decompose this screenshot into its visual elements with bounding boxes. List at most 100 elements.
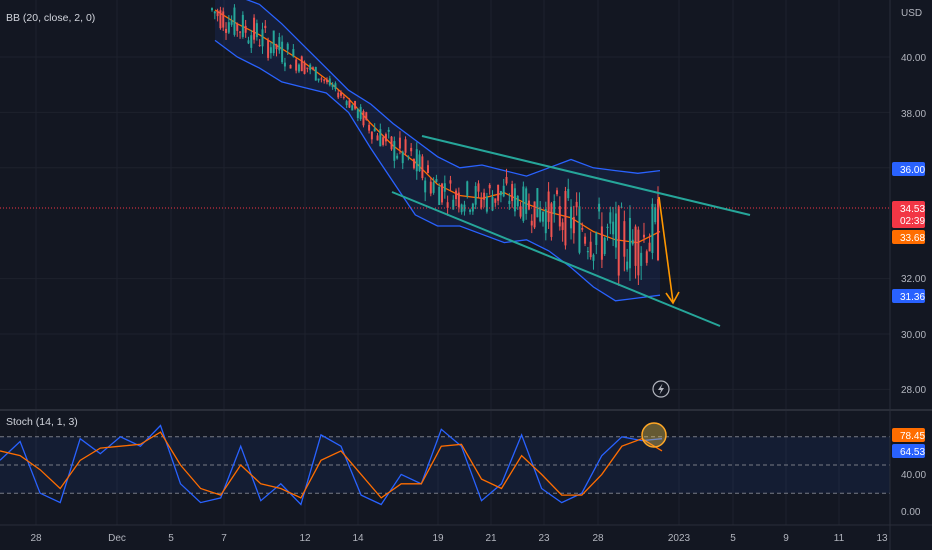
candle (261, 22, 264, 54)
candle (654, 203, 657, 225)
candle (432, 177, 435, 195)
candle (258, 39, 261, 47)
candle (351, 104, 354, 111)
candle (244, 19, 247, 38)
candle (441, 182, 444, 205)
last-price-badge (892, 201, 925, 228)
x-tick-28-nov: 28 (30, 533, 42, 544)
candle (460, 203, 463, 215)
candle (637, 226, 640, 286)
candle (334, 81, 337, 92)
candle (466, 180, 469, 199)
bollinger-lower-band[interactable] (214, 39, 661, 302)
candle (443, 175, 446, 199)
y-tick-38: 38.00 (901, 109, 926, 120)
candle (216, 8, 219, 22)
candle (323, 79, 326, 84)
candle (581, 222, 584, 232)
candle (314, 66, 317, 81)
candle (612, 206, 615, 247)
bollinger-upper-band[interactable] (215, 0, 661, 177)
y-tick-40: 40.00 (901, 53, 926, 64)
candle (516, 195, 519, 210)
candle (586, 246, 589, 260)
candle (407, 155, 410, 161)
candle (485, 192, 488, 214)
candle (286, 42, 289, 55)
stoch-k-badge (892, 428, 925, 442)
stoch-k-line[interactable] (0, 424, 663, 506)
candle (255, 19, 258, 41)
upper-trendline[interactable] (421, 135, 751, 216)
candle (230, 15, 233, 27)
candle (592, 253, 595, 270)
candle (359, 104, 362, 121)
candle (578, 192, 581, 255)
candle (598, 197, 601, 220)
candle (379, 123, 382, 147)
candle (595, 231, 598, 255)
candle (474, 182, 477, 210)
candle (213, 10, 216, 20)
upper-band-badge-text: 36.00 (900, 165, 925, 176)
candle (499, 190, 502, 203)
candle (438, 183, 441, 206)
candle (390, 136, 393, 151)
stoch-axis[interactable]: 78.45 64.53 40.00 0.00 (892, 428, 926, 518)
stoch-legend[interactable]: Stoch (14, 1, 3) (6, 416, 78, 428)
candlestick-series[interactable] (211, 4, 659, 286)
candle (575, 192, 578, 216)
candle (606, 223, 609, 241)
candle (651, 198, 654, 260)
x-tick-5-jan: 5 (730, 533, 736, 544)
stoch-d-line[interactable] (0, 431, 663, 499)
currency-label: USD (901, 8, 922, 19)
candle (553, 194, 556, 223)
candle (631, 229, 634, 246)
candle (412, 158, 415, 170)
candle (250, 29, 253, 53)
candle (236, 22, 239, 37)
candle (418, 150, 421, 172)
y-tick-30: 30.00 (901, 330, 926, 341)
candle (292, 44, 295, 58)
candle (609, 206, 612, 235)
countdown-text: 02:39 (900, 216, 925, 227)
candle (544, 201, 547, 241)
candle (645, 249, 648, 266)
candle (494, 198, 497, 207)
bollinger-basis-line[interactable] (214, 9, 661, 244)
candle (457, 187, 460, 213)
last-price-badge-text: 34.53 (900, 204, 925, 215)
candle (572, 205, 575, 244)
candle (511, 180, 514, 208)
candle (272, 30, 275, 56)
y-tick-32: 32.00 (901, 274, 926, 285)
candle (345, 99, 348, 109)
candle (449, 175, 452, 191)
candle (211, 7, 213, 12)
price-axis[interactable]: USD 40.00 38.00 32.00 30.00 28.00 36.00 … (892, 8, 926, 396)
candle (404, 136, 407, 156)
time-axis[interactable]: 28 Dec 5 7 12 14 19 21 23 28 2023 5 9 11… (30, 533, 888, 544)
candle (527, 193, 530, 211)
candle (393, 136, 396, 169)
candle (640, 246, 643, 280)
x-tick-14-dec: 14 (352, 533, 364, 544)
candle (331, 82, 334, 90)
candle (233, 4, 236, 37)
candle (283, 57, 286, 72)
projection-arrow[interactable] (658, 196, 680, 305)
candle (589, 231, 592, 260)
lower-trendline[interactable] (391, 191, 721, 327)
stoch-highlight-circle (641, 422, 667, 448)
candle (617, 204, 620, 286)
candle (297, 63, 300, 74)
lightning-icon[interactable] (652, 380, 670, 398)
x-tick-7-dec: 7 (221, 533, 227, 544)
candle (311, 66, 314, 71)
candle (356, 108, 359, 122)
x-tick-11-jan: 11 (834, 533, 845, 544)
bollinger-legend[interactable]: BB (20, close, 2, 0) (6, 12, 95, 24)
